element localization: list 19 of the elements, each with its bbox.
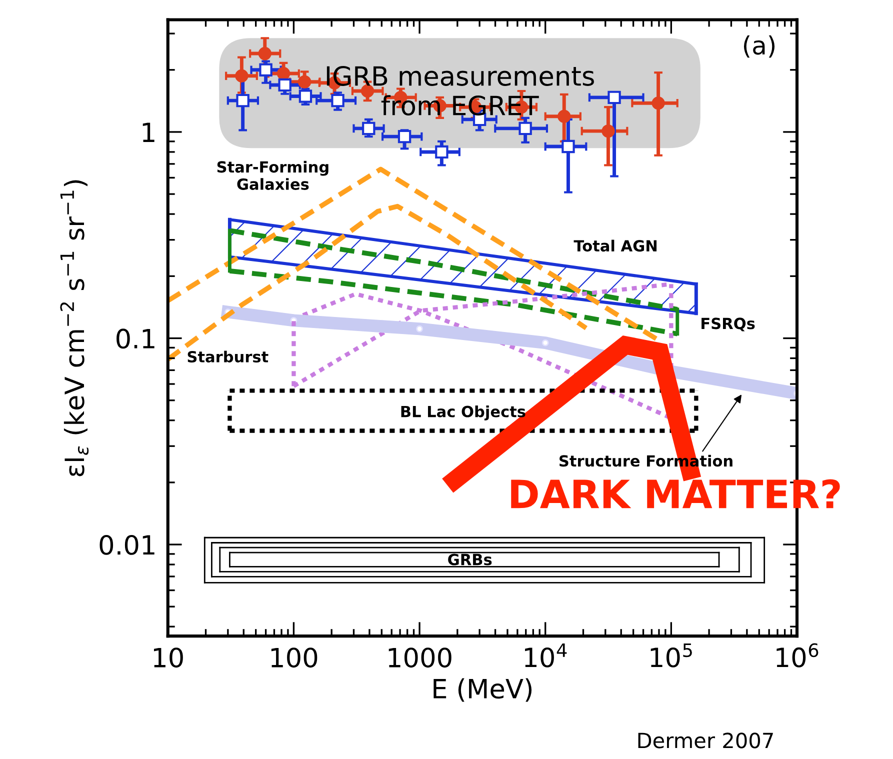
- x-tick-label: 1000: [388, 648, 452, 668]
- x-tick-label: 10$^{6}$: [776, 643, 818, 668]
- y-tick-label: 0.01: [100, 534, 154, 555]
- x-axis-title: E (MeV): [434, 678, 532, 702]
- annotation: (a): [744, 35, 775, 58]
- text: Dermer 2007: [638, 732, 773, 748]
- annotation: Starburst: [188, 350, 268, 363]
- y-tick-label: 1: [142, 122, 154, 142]
- annotation: Total AGN: [574, 240, 657, 252]
- annotation: Star-Forming Galaxies: [217, 160, 328, 190]
- x-tick-label: 10$^{4}$: [525, 643, 567, 668]
- annotation: GRBs: [448, 554, 492, 566]
- annotation: FSRQs: [702, 318, 755, 332]
- x-tick-label: 10$^{5}$: [650, 643, 692, 668]
- x-tick-label: 10: [154, 648, 183, 668]
- y-tick-label: 0.1: [116, 328, 154, 349]
- text: εI$_{ε}$ (keV cm$^{−2}$ s$^{−1}$ sr$^{−1}$): [60, 180, 89, 476]
- annotation: BL Lac Objects: [401, 405, 526, 420]
- x-tick-label: 100: [271, 648, 318, 668]
